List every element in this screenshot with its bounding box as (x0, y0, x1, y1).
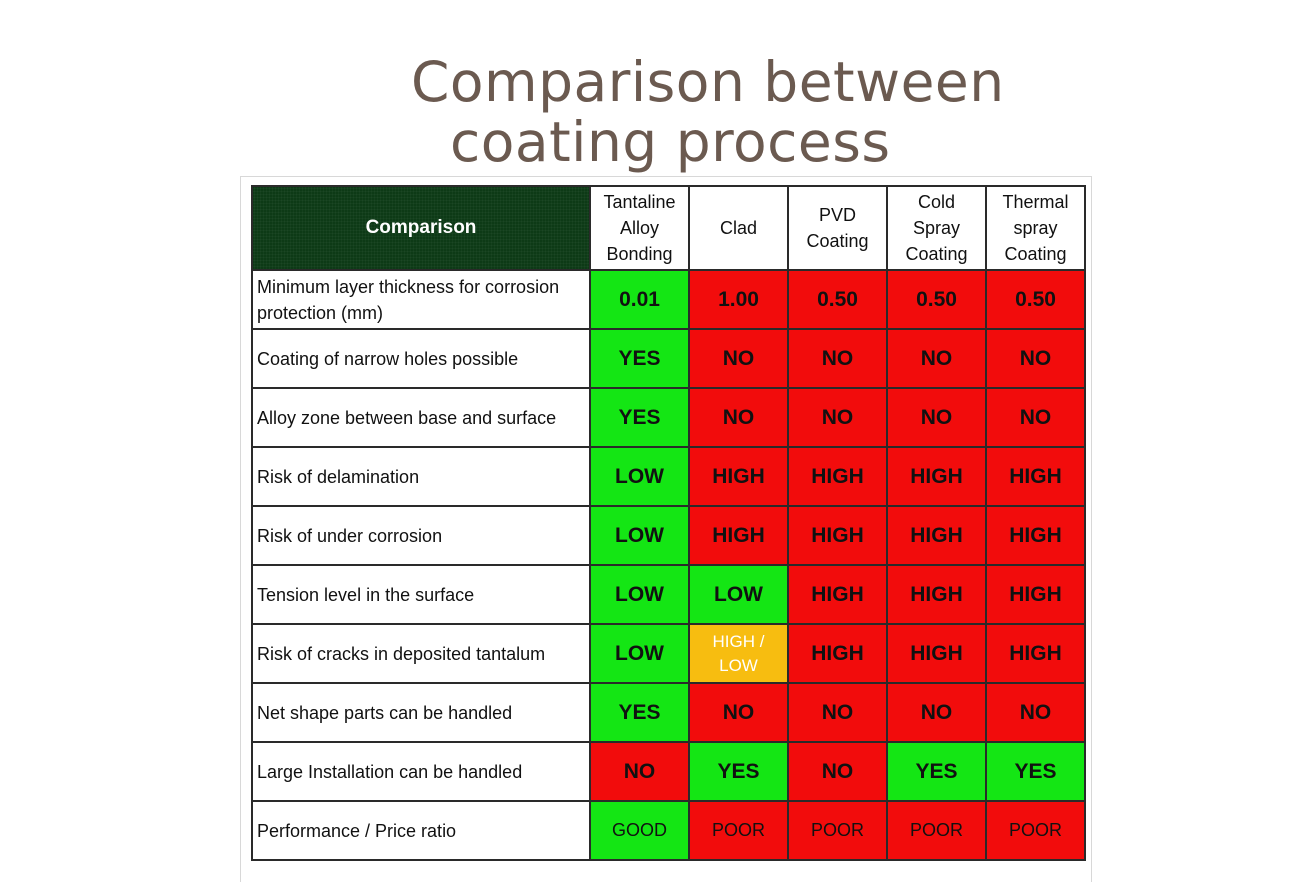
value-cell: YES (886, 741, 987, 802)
column-header-line: Alloy (619, 218, 659, 238)
value-cell: NO (886, 387, 987, 448)
column-header-line: spray (1013, 218, 1058, 238)
value-cell: HIGH (886, 446, 987, 507)
comparison-table: Comparison Tantaline Alloy Bonding Clad PV… (251, 185, 1086, 861)
value-cell: HIGH (985, 564, 1086, 625)
table-row: Performance / Price ratio GOOD POOR POOR POO… (251, 800, 1086, 861)
value-cell: HIGH (787, 446, 888, 507)
table-body: Minimum layer thickness for corrosion pr… (251, 269, 1086, 861)
column-header-line: Spray (912, 218, 961, 238)
value-cell: NO (886, 328, 987, 389)
value-cell: LOW (589, 564, 690, 625)
value-cell: NO (589, 741, 690, 802)
value-cell: NO (787, 387, 888, 448)
value-cell: 0.50 (985, 269, 1086, 330)
value-cell: NO (688, 328, 789, 389)
value-cell: LOW (589, 505, 690, 566)
column-header-line: Coating (1004, 244, 1067, 264)
table-row: Risk of cracks in deposited tantalum LOW H… (251, 623, 1086, 684)
title-line-2: coating process (450, 110, 891, 174)
row-label: Coating of narrow holes possible (251, 328, 591, 389)
value-cell: 0.50 (787, 269, 888, 330)
value-cell: YES (688, 741, 789, 802)
value-cell: HIGH / LOW (688, 623, 789, 684)
row-label: Risk of under corrosion (251, 505, 591, 566)
value-cell: NO (787, 328, 888, 389)
value-cell: POOR (985, 800, 1086, 861)
value-cell: LOW (589, 623, 690, 684)
value-cell: NO (688, 682, 789, 743)
value-cell: HIGH (985, 623, 1086, 684)
column-header-line: Clad (719, 218, 758, 238)
value-cell: POOR (787, 800, 888, 861)
value-cell: HIGH (886, 564, 987, 625)
table-row: Tension level in the surface LOW LOW HIGH HI… (251, 564, 1086, 625)
value-cell: HIGH (787, 564, 888, 625)
value-cell: HIGH (985, 505, 1086, 566)
value-cell: HIGH (688, 446, 789, 507)
value-cell: HIGH (985, 446, 1086, 507)
value-cell: HIGH (886, 505, 987, 566)
value-cell: POOR (688, 800, 789, 861)
table-row: Coating of narrow holes possible YES NO NO N… (251, 328, 1086, 389)
value-cell: YES (589, 328, 690, 389)
value-cell: 0.01 (589, 269, 690, 330)
table-row: Risk of under corrosion LOW HIGH HIGH HIGH HI… (251, 505, 1086, 566)
column-header: Cold Spray Coating (886, 185, 987, 271)
table-row: Alloy zone between base and surface YES NO… (251, 387, 1086, 448)
column-header-line: Tantaline (603, 192, 676, 212)
row-label: Alloy zone between base and surface (251, 387, 591, 448)
corner-header: Comparison (251, 185, 591, 271)
column-header: Tantaline Alloy Bonding (589, 185, 690, 271)
column-header: Clad (688, 185, 789, 271)
value-cell: HIGH (787, 623, 888, 684)
value-cell: LOW (688, 564, 789, 625)
value-cell: 0.50 (886, 269, 987, 330)
row-label: Performance / Price ratio (251, 800, 591, 861)
value-cell: 1.00 (688, 269, 789, 330)
table-row: Minimum layer thickness for corrosion pr… (251, 269, 1086, 330)
value-cell: NO (787, 741, 888, 802)
value-cell: HIGH (787, 505, 888, 566)
table-row: Risk of delamination LOW HIGH HIGH HIGH HIGH (251, 446, 1086, 507)
value-cell: GOOD (589, 800, 690, 861)
table-row: Large Installation can be handled NO YES NO… (251, 741, 1086, 802)
value-cell: HIGH (886, 623, 987, 684)
table-row: Net shape parts can be handled YES NO NO NO N… (251, 682, 1086, 743)
value-cell: LOW (589, 446, 690, 507)
row-label: Large Installation can be handled (251, 741, 591, 802)
column-header-line: Bonding (606, 244, 673, 264)
row-label: Tension level in the surface (251, 564, 591, 625)
row-label: Net shape parts can be handled (251, 682, 591, 743)
column-header-line: PVD (818, 205, 856, 225)
value-cell: POOR (886, 800, 987, 861)
table-frame (240, 176, 1092, 882)
column-header-line: Thermal (1002, 192, 1069, 212)
value-cell: NO (787, 682, 888, 743)
title-line-1: Comparison between (411, 50, 1005, 114)
value-cell: YES (589, 387, 690, 448)
value-cell: YES (985, 741, 1086, 802)
column-header: Thermal spray Coating (985, 185, 1086, 271)
value-cell: NO (688, 387, 789, 448)
value-cell: NO (886, 682, 987, 743)
value-cell: NO (985, 682, 1086, 743)
value-cell: NO (985, 328, 1086, 389)
column-header-line: Coating (806, 231, 869, 251)
column-header-line: Coating (905, 244, 968, 264)
value-cell: YES (589, 682, 690, 743)
value-cell: NO (985, 387, 1086, 448)
row-label: Risk of delamination (251, 446, 591, 507)
column-header: PVD Coating (787, 185, 888, 271)
row-label: Risk of cracks in deposited tantalum (251, 623, 591, 684)
row-label: Minimum layer thickness for corrosion pr… (251, 269, 591, 330)
value-cell: HIGH (688, 505, 789, 566)
column-header-line: Cold (917, 192, 956, 212)
header-row: Comparison Tantaline Alloy Bonding Clad PV… (251, 185, 1086, 271)
